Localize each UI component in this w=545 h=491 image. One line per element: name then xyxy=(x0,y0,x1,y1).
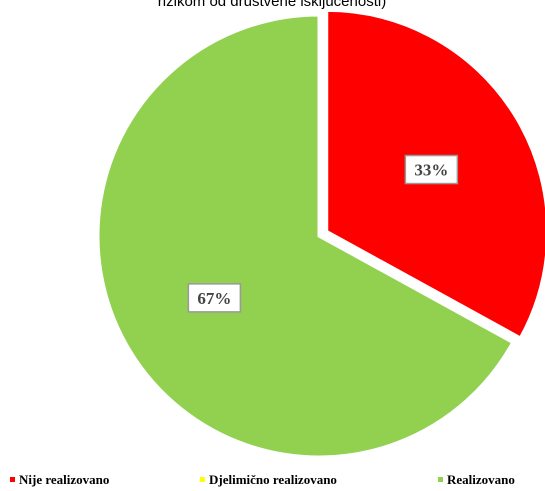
legend-swatch xyxy=(200,477,205,482)
data-label-box xyxy=(187,283,242,313)
data-label: 33% xyxy=(414,161,448,180)
legend-swatch xyxy=(10,477,15,482)
chart-title: rizikom od društvene isključenosti) xyxy=(158,0,386,10)
data-label: 67% xyxy=(197,289,231,308)
legend-label: Realizovano xyxy=(447,472,515,487)
legend-label: Nije realizovano xyxy=(19,472,109,487)
legend-label: Djelimično realizovano xyxy=(209,472,337,487)
data-label-box xyxy=(404,154,459,185)
pie-slice xyxy=(96,13,515,459)
legend-swatch xyxy=(438,477,443,482)
